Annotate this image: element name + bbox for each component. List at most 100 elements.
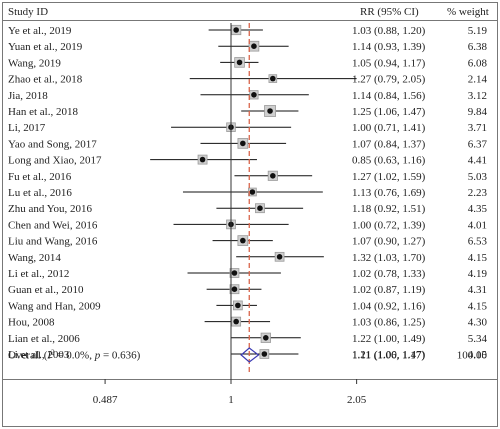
study-point [262,335,269,341]
x-tick-label: 1 [228,394,234,406]
study-label: Lian et al., 2006 [8,333,80,345]
study-ci-text: 1.02 (0.78, 1.33) [352,268,426,280]
study-label: Liu and Wang, 2016 [8,236,98,248]
study-point [240,237,246,244]
x-tick-label: 0.487 [93,394,118,406]
study-weight: 4.35 [468,203,488,215]
header-rr-ci: RR (95% CI) [360,6,419,18]
study-row: Chen and Wei, 2016 1.00 (0.72, 1.39) 4.01 [8,219,487,231]
study-row: Zhao et al., 2018 1.27 (0.79, 2.05) 2.14 [8,74,488,86]
x-tick-label: 2.05 [347,394,367,406]
study-label: Wang and Han, 2009 [8,300,101,312]
study-label: Chen and Wei, 2016 [8,219,98,231]
study-row: Hou, 2008 1.03 (0.86, 1.25) 4.30 [8,317,488,329]
study-weight: 6.38 [468,41,488,53]
study-weight: 4.30 [468,317,488,329]
study-weight: 5.19 [468,25,488,37]
study-row: Long and Xiao, 2017 0.85 (0.63, 1.16) 4.41 [8,155,487,167]
study-ci-text: 1.32 (1.03, 1.70) [352,252,426,264]
study-ci-text: 1.00 (0.72, 1.39) [352,219,426,231]
overall-weight: 100.00 [457,350,488,362]
study-label: Ye et al., 2019 [8,25,72,37]
study-row: Li et al., 2003 1.21 (1.00, 1.47) 4.15 [8,349,488,361]
study-point [276,253,283,260]
study-row: Liu and Wang, 2016 1.07 (0.90, 1.27) 6.53 [8,235,488,248]
study-weight: 4.15 [468,300,488,312]
study-ci-text: 0.85 (0.63, 1.16) [352,155,426,167]
study-label: Yuan et al., 2019 [8,41,83,53]
study-label: Li et al., 2012 [8,268,69,280]
study-point [251,92,257,98]
study-weight: 4.15 [468,349,488,361]
study-weight: 4.31 [468,284,487,296]
study-row: Wang, 2014 1.32 (1.03, 1.70) 4.15 [8,252,488,264]
study-label: Guan et al., 2010 [8,284,84,296]
study-weight: 6.53 [468,236,488,248]
study-point [233,318,239,325]
overall-ci-text: 1.11 (1.06, 1.17) [352,350,425,362]
study-point [270,173,276,179]
study-weight: 9.84 [468,106,488,118]
x-axis-ticks: 0.487 1 2.05 [93,379,367,406]
study-row: Jia, 2018 1.14 (0.84, 1.56) 3.12 [8,90,487,102]
study-row: Wang and Han, 2009 1.04 (0.92, 1.16) 4.15 [8,300,488,312]
study-point [261,351,268,357]
header-weight: % weight [447,6,489,18]
study-row: Yuan et al., 2019 1.14 (0.93, 1.39) 6.38 [8,40,488,53]
study-ci-text: 1.04 (0.92, 1.16) [352,300,426,312]
study-row: Lian et al., 2006 1.22 (1.00, 1.49) 5.34 [8,332,488,345]
study-weight: 4.15 [468,252,488,264]
study-point [231,270,238,276]
study-label: Jia, 2018 [8,90,48,102]
study-label: Fu et al., 2016 [8,171,72,183]
study-point [236,59,243,66]
study-point [231,286,238,293]
study-ci-text: 1.07 (0.90, 1.27) [352,236,426,248]
study-weight: 6.08 [468,57,488,69]
study-rows: Ye et al., 2019 1.03 (0.88, 1.20) 5.19 Yuan… [8,24,488,361]
study-point [251,43,257,49]
study-point [240,140,246,147]
header-study-id: Study ID [8,6,48,18]
study-row: Li, 2017 1.00 (0.71, 1.41) 3.71 [8,122,487,134]
study-weight: 3.71 [468,122,487,134]
study-label: Wang, 2019 [8,57,61,69]
study-point [257,205,263,211]
study-row: Yao and Song, 2017 1.07 (0.84, 1.37) 6.37 [8,138,488,150]
study-label: Li, 2017 [8,122,46,134]
overall-row: Overall (I2 = 0.0%, p = 0.636) 1.11 (1.0… [8,349,488,362]
study-ci-text: 1.27 (0.79, 2.05) [352,74,426,86]
study-ci-text: 1.22 (1.00, 1.49) [352,333,426,345]
study-weight: 4.01 [468,219,487,231]
study-weight: 4.41 [468,155,487,167]
study-point [267,108,273,114]
study-label: Zhao et al., 2018 [8,74,83,86]
study-row: Han et al., 2018 1.25 (1.06, 1.47) 9.84 [8,105,488,118]
study-row: Zhu and You, 2016 1.18 (0.92, 1.51) 4.35 [8,203,488,215]
study-weight: 3.12 [468,90,487,102]
study-row: Guan et al., 2010 1.02 (0.87, 1.19) 4.31 [8,284,487,296]
study-label: Han et al., 2018 [8,106,78,118]
study-ci-text: 1.25 (1.06, 1.47) [352,106,426,118]
study-ci-text: 1.00 (0.71, 1.41) [352,122,426,134]
study-label: Long and Xiao, 2017 [8,155,102,167]
study-ci-text: 1.14 (0.84, 1.56) [352,90,426,102]
study-label: Li et al., 2003 [8,349,70,361]
study-weight: 5.03 [468,171,488,183]
study-row: Ye et al., 2019 1.03 (0.88, 1.20) 5.19 [8,24,488,37]
study-label: Lu et al., 2016 [8,187,72,199]
study-row: Wang, 2019 1.05 (0.94, 1.17) 6.08 [8,57,488,69]
study-ci-text: 1.02 (0.87, 1.19) [352,284,426,296]
study-ci-text: 1.03 (0.86, 1.25) [352,317,426,329]
study-ci-text: 1.21 (1.00, 1.47) [352,349,426,361]
study-ci-text: 1.18 (0.92, 1.51) [352,203,426,215]
study-row: Li et al., 2012 1.02 (0.78, 1.33) 4.19 [8,268,488,280]
study-label: Hou, 2008 [8,317,55,329]
study-label: Yao and Song, 2017 [8,138,97,150]
study-ci-text: 1.27 (1.02, 1.59) [352,171,426,183]
study-weight: 2.23 [468,187,488,199]
study-point [235,302,241,309]
study-row: Lu et al., 2016 1.13 (0.76, 1.69) 2.23 [8,187,488,199]
